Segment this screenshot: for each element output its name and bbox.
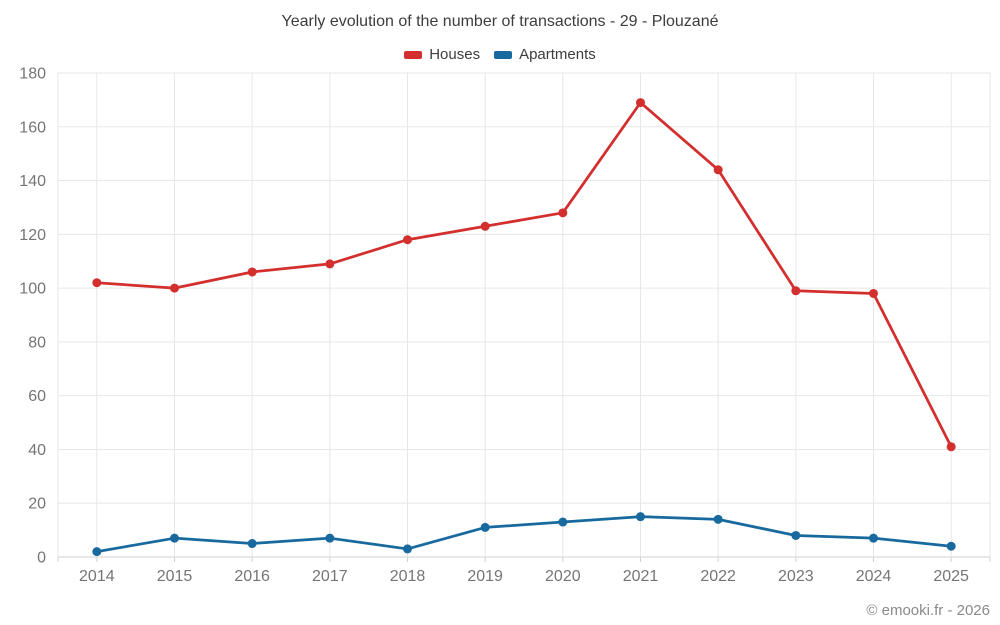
apartments-data-point[interactable] <box>946 541 956 551</box>
houses-data-point[interactable] <box>791 286 801 296</box>
x-axis-tick-label: 2015 <box>157 568 193 585</box>
x-axis-tick-label: 2016 <box>234 568 270 585</box>
apartments-data-point[interactable] <box>636 512 645 522</box>
y-axis-tick-label: 40 <box>28 442 46 459</box>
y-axis-tick-label: 140 <box>19 173 46 190</box>
houses-data-point[interactable] <box>403 235 412 245</box>
houses-swatch-icon <box>404 50 423 59</box>
y-axis-tick-label: 160 <box>19 119 46 136</box>
houses-data-point[interactable] <box>869 288 878 298</box>
y-axis-tick-label: 120 <box>19 227 46 244</box>
legend-label-apartments: Apartments <box>519 46 596 63</box>
apartments-data-point[interactable] <box>325 533 335 543</box>
legend-item-apartments[interactable]: Apartments <box>494 46 596 63</box>
x-axis-tick-label: 2024 <box>856 568 892 585</box>
y-axis-tick-label: 180 <box>19 66 46 83</box>
apartments-data-point[interactable] <box>170 533 179 543</box>
apartments-data-point[interactable] <box>791 530 801 540</box>
houses-data-point[interactable] <box>946 442 956 452</box>
houses-data-point[interactable] <box>170 283 179 293</box>
legend-label-houses: Houses <box>429 46 481 63</box>
x-axis-tick-label: 2019 <box>467 568 503 585</box>
houses-data-point[interactable] <box>247 267 257 277</box>
houses-data-point[interactable] <box>713 165 723 175</box>
x-axis-tick-label: 2023 <box>778 568 814 585</box>
y-axis-tick-label: 100 <box>19 281 46 298</box>
apartments-data-point[interactable] <box>480 522 490 532</box>
y-axis-tick-label: 20 <box>28 496 46 513</box>
x-axis-tick-label: 2018 <box>390 568 426 585</box>
houses-data-point[interactable] <box>92 278 102 288</box>
apartments-line <box>95 515 953 553</box>
houses-data-point[interactable] <box>480 221 490 231</box>
x-axis-tick-label: 2014 <box>79 568 115 585</box>
y-axis-tick-label: 0 <box>37 550 46 567</box>
legend-item-houses[interactable]: Houses <box>404 46 480 63</box>
chart-legend: Houses Apartments <box>0 46 1000 63</box>
page-title: Yearly evolution of the number of transa… <box>281 13 719 30</box>
houses-data-point[interactable] <box>558 208 568 218</box>
apartments-data-point[interactable] <box>247 539 257 549</box>
y-axis-tick-label: 80 <box>28 334 46 351</box>
copyright-footer: © emooki.fr - 2026 <box>866 602 990 619</box>
x-axis-tick-label: 2021 <box>623 568 659 585</box>
houses-line <box>95 101 953 449</box>
apartments-data-point[interactable] <box>92 547 102 557</box>
x-axis-tick-label: 2022 <box>700 568 736 585</box>
apartments-data-point[interactable] <box>869 533 878 543</box>
apartments-data-point[interactable] <box>713 514 723 524</box>
x-axis-tick-label: 2020 <box>545 568 581 585</box>
houses-data-point[interactable] <box>325 259 335 269</box>
apartments-data-point[interactable] <box>403 544 412 554</box>
houses-data-point[interactable] <box>636 98 645 108</box>
y-axis-tick-label: 60 <box>28 388 46 405</box>
apartments-swatch-icon <box>494 50 513 59</box>
apartments-data-point[interactable] <box>558 517 568 527</box>
x-axis-tick-label: 2017 <box>312 568 348 585</box>
x-axis-tick-label: 2025 <box>933 568 969 585</box>
